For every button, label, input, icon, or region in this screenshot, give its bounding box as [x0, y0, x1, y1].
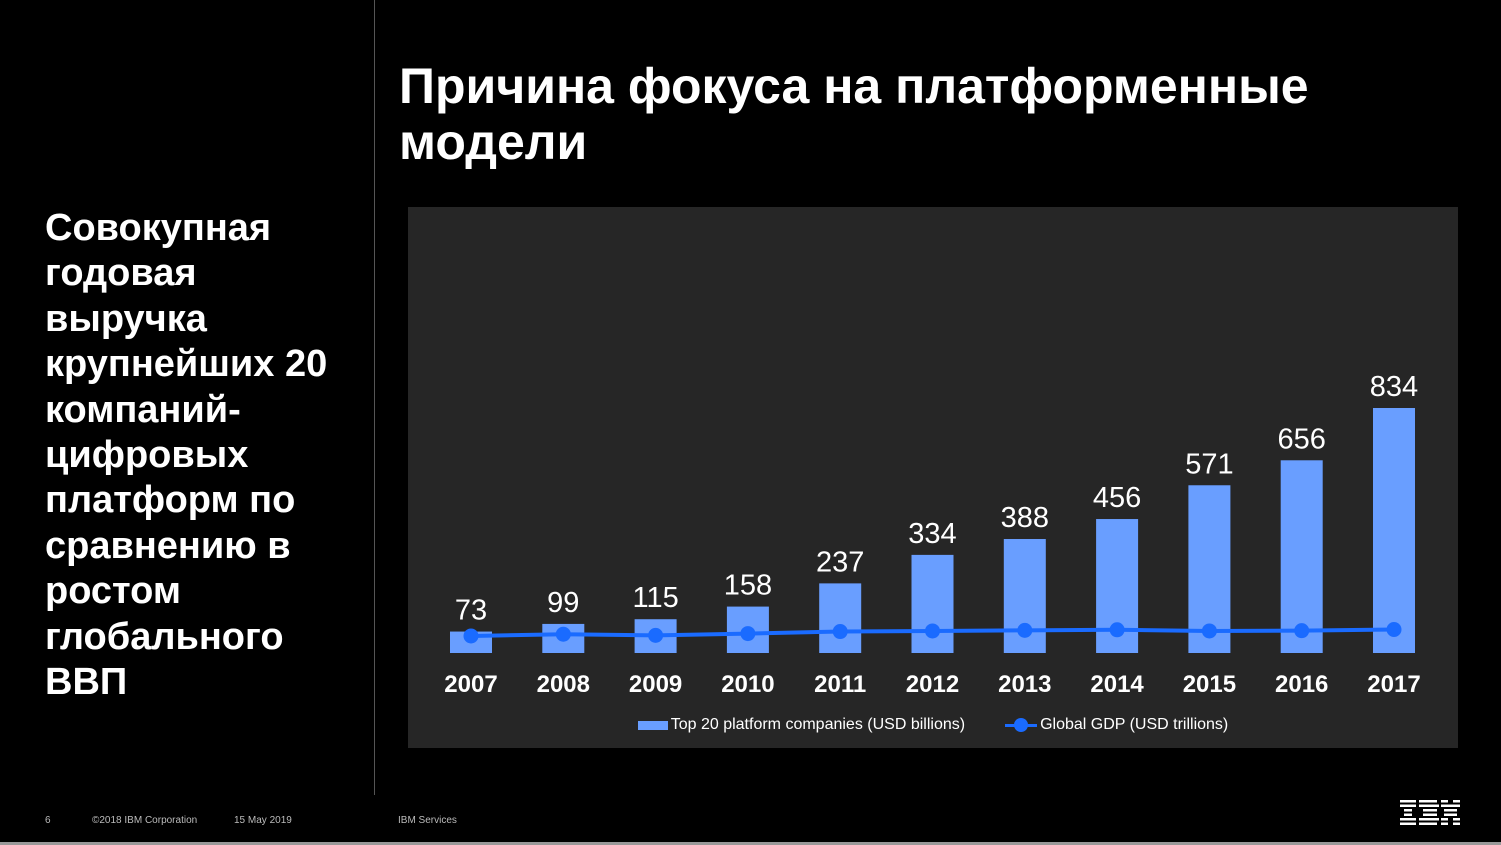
copyright: ©2018 IBM Corporation [92, 815, 198, 826]
x-tick-label: 2008 [537, 671, 590, 698]
data-label: 115 [632, 582, 678, 614]
side-text: Совокупная годовая выручка крупнейших 20… [45, 207, 328, 704]
date: 15 May 2019 [234, 815, 292, 826]
divider [374, 0, 375, 795]
data-label: 456 [1093, 482, 1141, 514]
bar [1373, 408, 1415, 653]
x-tick-label: 2007 [444, 671, 497, 698]
page-title: Причина фокуса на платформенные модели [399, 58, 1309, 170]
gdp-point [463, 628, 479, 644]
data-label: 834 [1370, 371, 1418, 403]
x-tick-label: 2012 [906, 671, 959, 698]
chart: 73 2007 99 2008 115 2009 158 2010 237 2011 334 2012… [444, 371, 1420, 698]
data-label: 158 [724, 570, 772, 602]
x-tick-label: 2013 [998, 671, 1051, 698]
data-label: 388 [1001, 502, 1049, 534]
ibm-logo [1400, 800, 1460, 825]
gdp-point [740, 626, 756, 642]
data-label: 73 [455, 595, 487, 627]
gdp-point [1386, 621, 1402, 637]
gdp-point [1109, 622, 1125, 638]
legend-line: Global GDP (USD trillions) [1005, 716, 1228, 734]
bar [1280, 460, 1323, 653]
legend-line-swatch [1005, 718, 1038, 732]
data-label: 571 [1185, 448, 1233, 480]
legend: Top 20 platform companies (USD billions)… [408, 716, 1458, 734]
gdp-point [925, 623, 940, 639]
data-label: 237 [816, 546, 864, 578]
x-tick-label: 2014 [1090, 671, 1144, 698]
x-tick-label: 2015 [1183, 671, 1236, 698]
data-label: 656 [1278, 423, 1326, 455]
gdp-point [1017, 622, 1033, 638]
gdp-point [1294, 623, 1310, 639]
gdp-point [648, 627, 664, 643]
x-tick-label: 2010 [721, 671, 774, 698]
gdp-point [832, 624, 848, 640]
chart-panel: 73 2007 99 2008 115 2009 158 2010 237 2011 334 2012… [408, 207, 1458, 748]
gdp-point [555, 626, 571, 642]
x-tick-label: 2017 [1367, 671, 1420, 698]
legend-bar-label: Top 20 platform companies (USD billions) [670, 716, 966, 733]
legend-bar: Top 20 platform companies (USD billions) [637, 716, 966, 734]
business-unit: IBM Services [398, 815, 457, 826]
x-tick-label: 2016 [1275, 671, 1328, 698]
data-label: 334 [908, 518, 956, 550]
legend-line-label: Global GDP (USD trillions) [1040, 716, 1229, 733]
legend-bar-swatch [637, 720, 668, 730]
x-tick-label: 2011 [814, 671, 866, 698]
data-label: 99 [547, 587, 579, 619]
x-tick-label: 2009 [629, 671, 682, 698]
bottom-strip [0, 842, 1501, 845]
page-number: 6 [45, 815, 51, 826]
bar [819, 583, 862, 653]
gdp-point [1201, 623, 1217, 639]
